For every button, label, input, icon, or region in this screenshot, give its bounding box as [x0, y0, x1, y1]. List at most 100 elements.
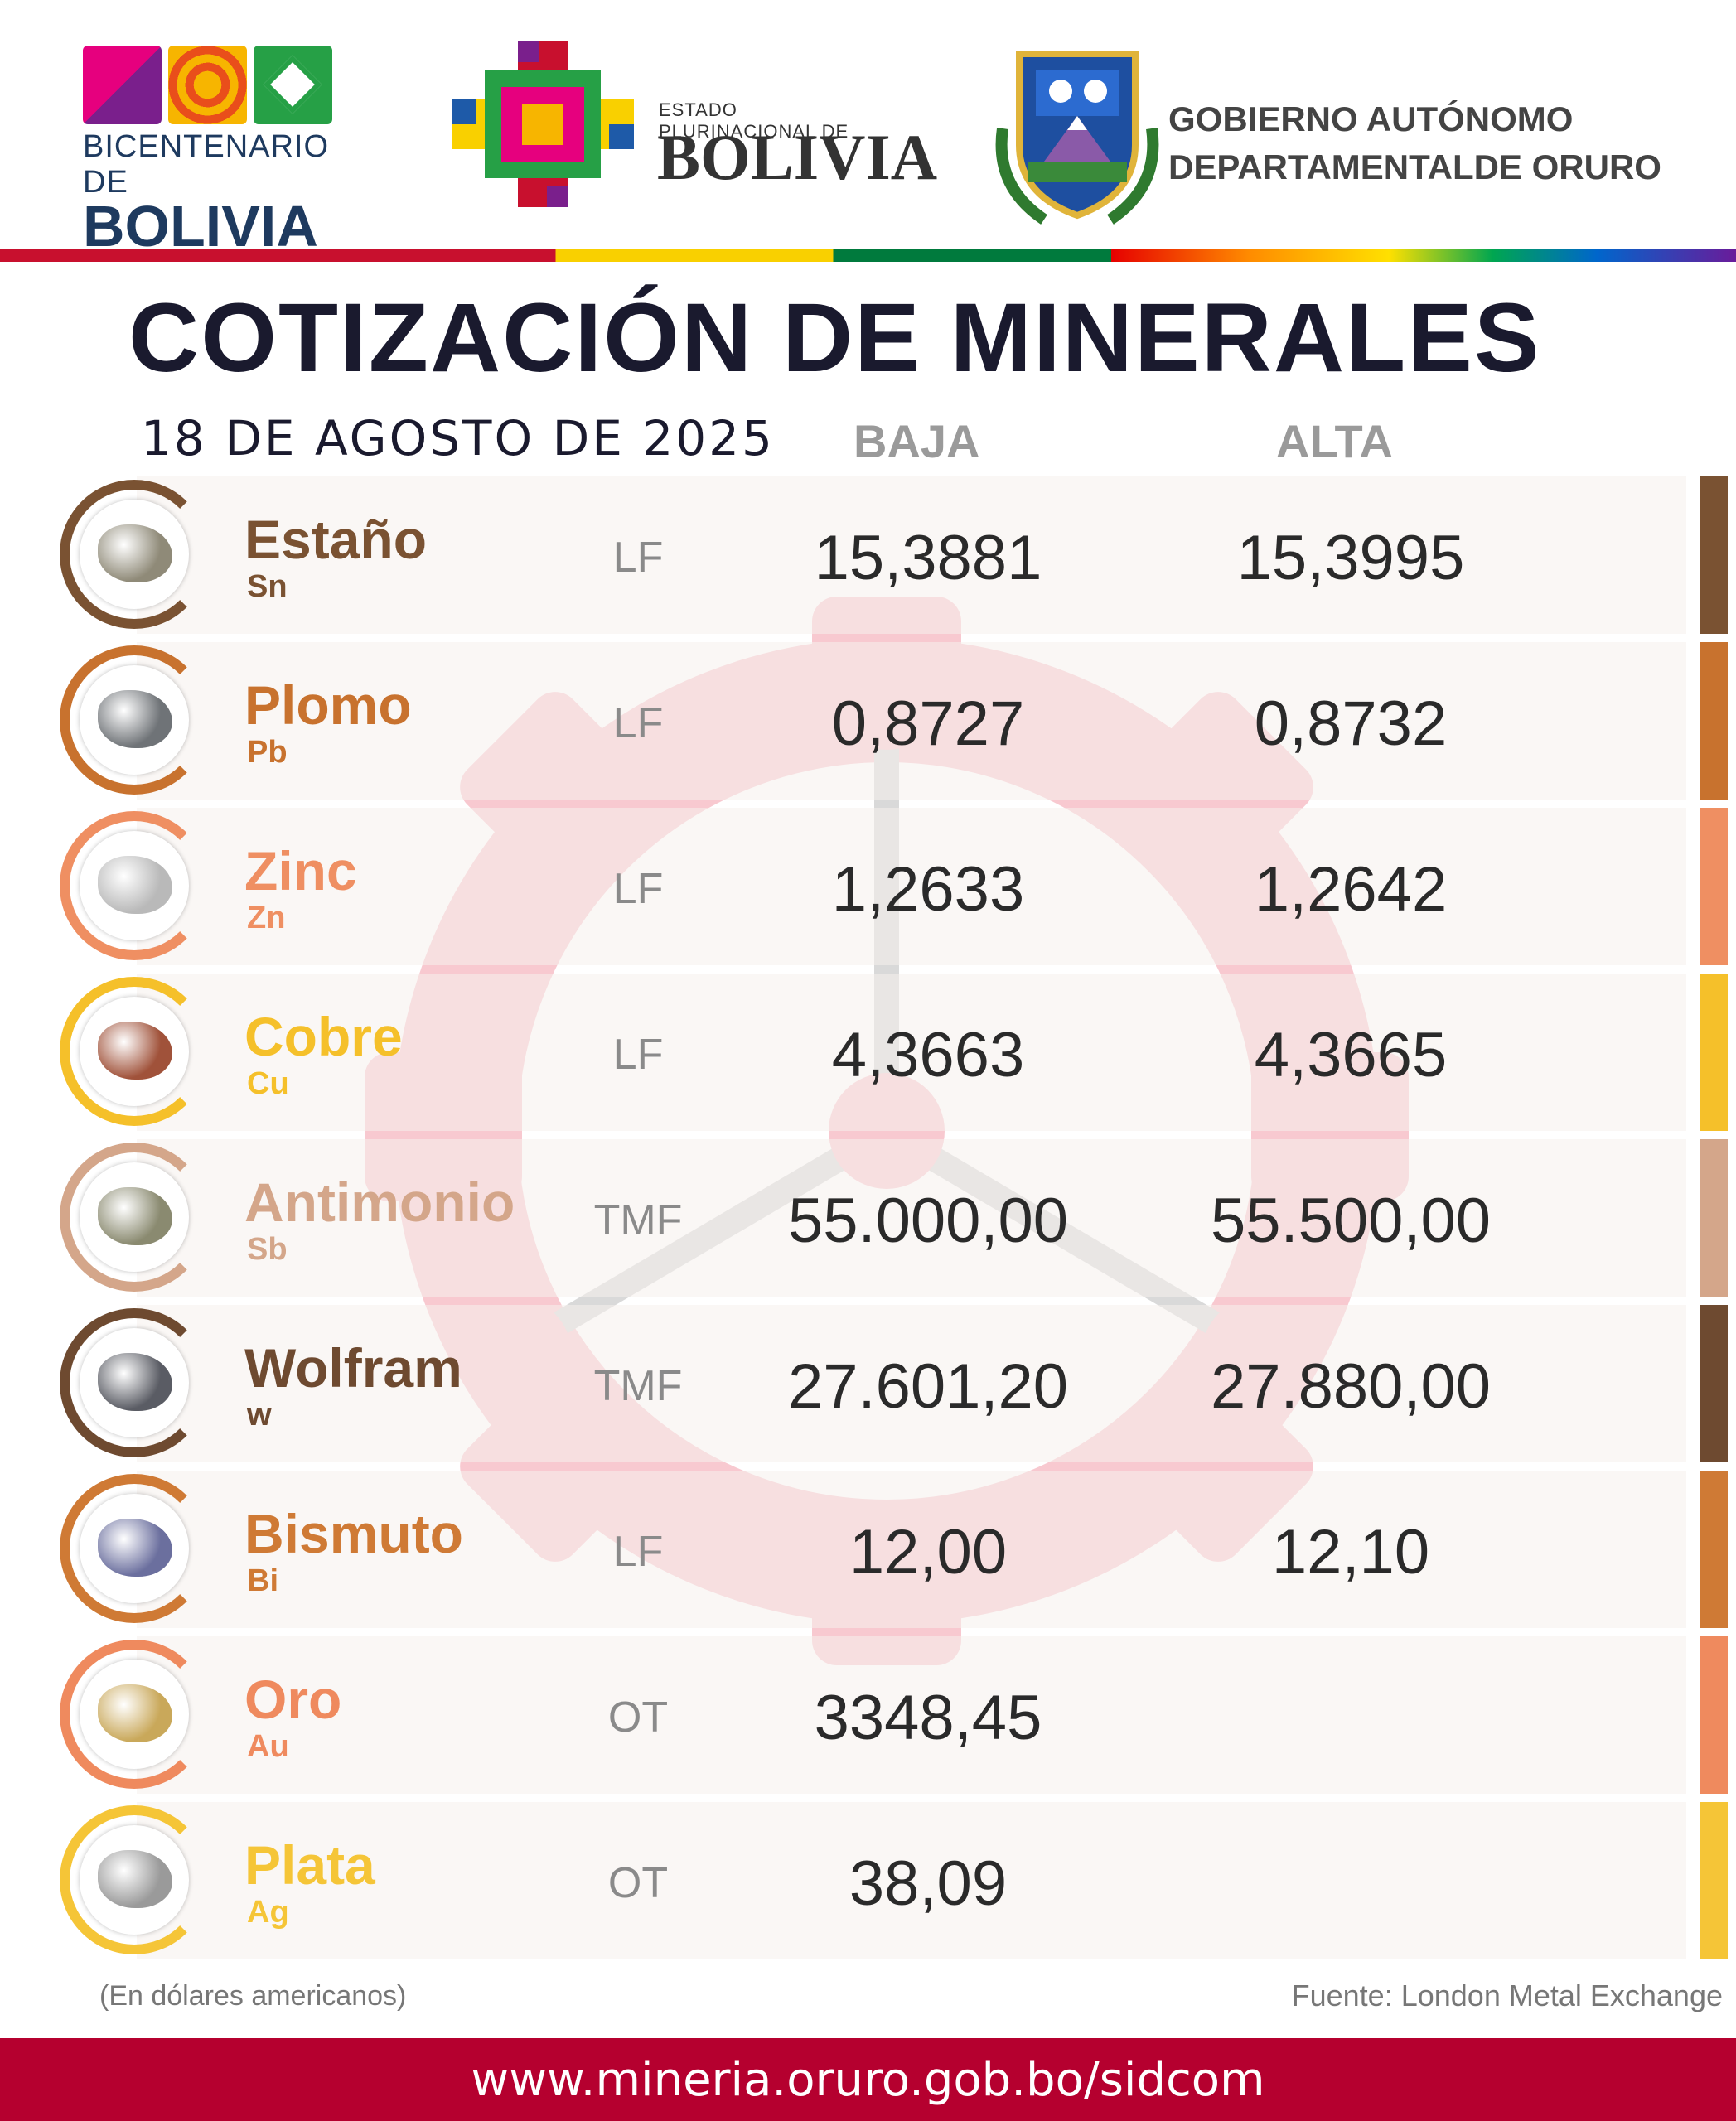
estado-small-text: ESTADO PLURINACIONAL DE: [659, 99, 849, 142]
mineral-unit: TMF: [593, 1362, 683, 1410]
row-color-bar: [1700, 808, 1728, 965]
quote-date: 18 DE AGOSTO DE 2025: [141, 410, 775, 466]
price-baja: 55.000,00: [787, 1186, 1069, 1256]
mineral-rock-icon: [98, 1850, 172, 1908]
currency-note: (En dólares americanos): [99, 1980, 407, 2012]
mineral-unit: OT: [607, 1859, 669, 1907]
mineral-unit: OT: [607, 1693, 669, 1742]
mineral-name: Plata: [244, 1834, 375, 1896]
row-band: [137, 1802, 1686, 1959]
mineral-row: Oro Au OT 3348,45: [0, 1636, 1736, 1794]
price-alta: 0,8732: [1254, 688, 1448, 759]
mineral-rock-icon: [98, 856, 172, 914]
bicentenario-line2: BOLIVIA: [83, 194, 318, 258]
row-color-bar: [1700, 974, 1728, 1131]
mineral-name: Cobre: [244, 1006, 403, 1067]
mineral-symbol: Bi: [247, 1563, 278, 1598]
mineral-symbol: w: [247, 1398, 272, 1433]
price-alta: 55.500,00: [1210, 1186, 1492, 1256]
mineral-row: Cobre Cu LF 4,3663 4,3665: [0, 974, 1736, 1131]
mineral-unit: LF: [612, 1528, 664, 1576]
row-color-bar: [1700, 1139, 1728, 1297]
price-alta: 1,2642: [1254, 854, 1448, 925]
bicentenario-square-spiral: [168, 46, 247, 124]
price-baja: 27.601,20: [787, 1351, 1069, 1422]
mineral-row: Antimonio Sb TMF 55.000,00 55.500,00: [0, 1139, 1736, 1297]
mineral-rock-icon: [98, 690, 172, 748]
price-baja: 38,09: [849, 1848, 1008, 1919]
row-band: [137, 1139, 1686, 1297]
bicentenario-square-pink: [83, 46, 162, 124]
mineral-name: Plomo: [244, 674, 412, 736]
mineral-symbol: Au: [247, 1729, 289, 1764]
gobierno-line2: DEPARTAMENTALDE ORURO: [1168, 147, 1661, 186]
mineral-name: Oro: [244, 1669, 342, 1730]
mineral-unit: LF: [612, 865, 664, 913]
mineral-rock-icon: [98, 1022, 172, 1080]
price-baja: 1,2633: [831, 854, 1025, 925]
mineral-rock-icon: [98, 1519, 172, 1577]
price-baja: 0,8727: [831, 688, 1025, 759]
mineral-symbol: Cu: [247, 1066, 289, 1101]
row-band: [137, 476, 1686, 634]
mineral-name: Zinc: [244, 840, 357, 901]
footer-url-link[interactable]: www.mineria.oruro.gob.bo/sidcom: [471, 2053, 1265, 2107]
mineral-symbol: Sb: [247, 1232, 288, 1267]
mineral-row: Plata Ag OT 38,09: [0, 1802, 1736, 1959]
bicentenario-logo: BICENTENARIO DE BOLIVIA: [83, 46, 356, 255]
mineral-unit: LF: [612, 534, 664, 582]
mineral-unit: TMF: [593, 1196, 683, 1244]
price-baja: 12,00: [849, 1517, 1008, 1587]
row-color-bar: [1700, 1471, 1728, 1628]
price-baja: 3348,45: [814, 1683, 1042, 1753]
row-color-bar: [1700, 1305, 1728, 1462]
price-alta: 12,10: [1271, 1517, 1430, 1587]
bicentenario-line1: BICENTENARIO DE: [83, 129, 330, 200]
price-alta: 15,3995: [1236, 523, 1465, 593]
mineral-name: Bismuto: [244, 1503, 463, 1564]
mineral-name: Antimonio: [244, 1172, 515, 1233]
row-color-bar: [1700, 476, 1728, 634]
gobierno-oruro-text: GOBIERNO AUTÓNOMO DEPARTAMENTALDE ORURO: [1168, 95, 1661, 191]
estado-big-text: BOLIVIA: [657, 121, 938, 193]
oruro-coat-of-arms-icon: [995, 51, 1159, 225]
mineral-symbol: Ag: [247, 1895, 289, 1930]
mineral-row: Plomo Pb LF 0,8727 0,8732: [0, 642, 1736, 800]
mineral-rock-icon: [98, 1684, 172, 1742]
row-color-bar: [1700, 1802, 1728, 1959]
estado-plurinacional-logo: ESTADO PLURINACIONAL DE BOLIVIA: [452, 41, 937, 207]
row-band: [137, 974, 1686, 1131]
bicentenario-square-green: [254, 46, 332, 124]
gobierno-line1: GOBIERNO AUTÓNOMO: [1168, 99, 1574, 138]
chakana-mosaic-icon: [452, 41, 634, 207]
price-alta: 4,3665: [1254, 1020, 1448, 1090]
mineral-rock-icon: [98, 524, 172, 582]
mineral-row: Wolfram w TMF 27.601,20 27.880,00: [0, 1305, 1736, 1462]
source-note: Fuente: London Metal Exchange: [1291, 1978, 1723, 2012]
header: BICENTENARIO DE BOLIVIA ESTADO PLURINACI…: [0, 0, 1736, 255]
mineral-name: Estaño: [244, 509, 428, 570]
bicentenario-squares: [83, 46, 356, 124]
mineral-rock-icon: [98, 1353, 172, 1411]
column-header-alta: ALTA: [1276, 415, 1393, 467]
row-band: [137, 1471, 1686, 1628]
mineral-row: Zinc Zn LF 1,2633 1,2642: [0, 808, 1736, 965]
column-header-baja: BAJA: [853, 415, 980, 467]
row-color-bar: [1700, 642, 1728, 800]
row-band: [137, 808, 1686, 965]
page-title: COTIZACIÓN DE MINERALES: [128, 283, 1541, 393]
footer-bar: www.mineria.oruro.gob.bo/sidcom: [0, 2038, 1736, 2121]
price-baja: 15,3881: [814, 523, 1042, 593]
mineral-name: Wolfram: [244, 1337, 462, 1399]
price-alta: 27.880,00: [1210, 1351, 1492, 1422]
mineral-symbol: Pb: [247, 735, 288, 770]
flag-stripe-divider: [0, 249, 1736, 262]
mineral-symbol: Zn: [247, 901, 286, 935]
price-baja: 4,3663: [831, 1020, 1025, 1090]
mineral-row: Bismuto Bi LF 12,00 12,10: [0, 1471, 1736, 1628]
row-color-bar: [1700, 1636, 1728, 1794]
mineral-symbol: Sn: [247, 569, 288, 604]
mineral-rock-icon: [98, 1187, 172, 1245]
mineral-unit: LF: [612, 699, 664, 747]
row-band: [137, 1636, 1686, 1794]
